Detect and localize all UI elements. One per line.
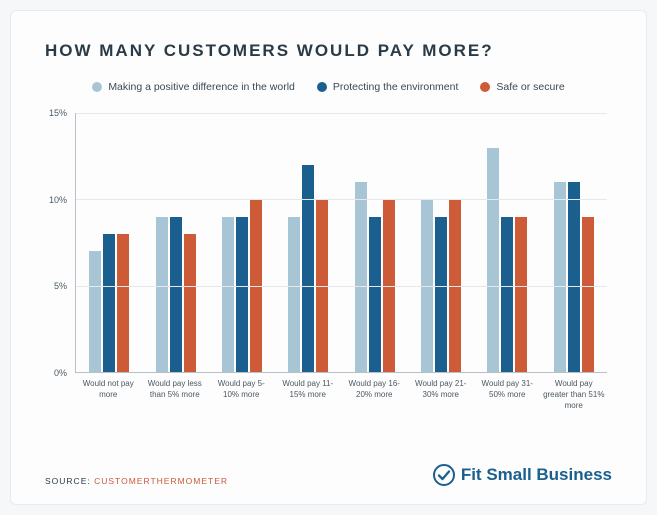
bar bbox=[582, 217, 594, 372]
legend-item: Safe or secure bbox=[480, 81, 564, 93]
bar bbox=[487, 148, 499, 372]
y-tick-label: 10% bbox=[49, 195, 67, 205]
gridline bbox=[76, 286, 607, 287]
chart-legend: Making a positive difference in the worl… bbox=[45, 81, 612, 93]
bar bbox=[184, 234, 196, 372]
gridline bbox=[76, 113, 607, 114]
x-tick-label: Would not pay more bbox=[75, 379, 142, 411]
gridline bbox=[76, 199, 607, 200]
x-tick-label: Would pay 16-20% more bbox=[341, 379, 408, 411]
legend-swatch bbox=[92, 82, 102, 92]
card-footer: SOURCE: CUSTOMERTHERMOMETER Fit Small Bu… bbox=[45, 464, 612, 486]
bar bbox=[355, 182, 367, 372]
brand-logo: Fit Small Business bbox=[433, 464, 612, 486]
y-tick-label: 0% bbox=[54, 368, 67, 378]
plot-area bbox=[75, 113, 607, 373]
x-tick-label: Would pay 5-10% more bbox=[208, 379, 275, 411]
legend-label: Making a positive difference in the worl… bbox=[108, 81, 295, 93]
bar bbox=[435, 217, 447, 372]
legend-label: Safe or secure bbox=[496, 81, 564, 93]
bar-groups bbox=[76, 113, 607, 372]
brand-name: Fit Small Business bbox=[461, 465, 612, 485]
bar bbox=[170, 217, 182, 372]
bar bbox=[501, 217, 513, 372]
bar bbox=[156, 217, 168, 372]
bar bbox=[302, 165, 314, 372]
legend-swatch bbox=[480, 82, 490, 92]
x-tick-label: Would pay greater than 51% more bbox=[541, 379, 608, 411]
source-attribution: SOURCE: CUSTOMERTHERMOMETER bbox=[45, 476, 228, 486]
bar-group bbox=[474, 113, 540, 372]
y-axis: 0%5%10%15% bbox=[45, 113, 75, 373]
bar bbox=[568, 182, 580, 372]
chart-area: 0%5%10%15% bbox=[75, 113, 607, 373]
chart-card: HOW MANY CUSTOMERS WOULD PAY MORE? Makin… bbox=[10, 10, 647, 505]
legend-swatch bbox=[317, 82, 327, 92]
x-tick-label: Would pay less than 5% more bbox=[142, 379, 209, 411]
bar-group bbox=[342, 113, 408, 372]
bar-group bbox=[275, 113, 341, 372]
bar bbox=[369, 217, 381, 372]
bar bbox=[554, 182, 566, 372]
legend-item: Making a positive difference in the worl… bbox=[92, 81, 295, 93]
bar bbox=[117, 234, 129, 372]
bar bbox=[288, 217, 300, 372]
bar bbox=[89, 251, 101, 372]
bar bbox=[222, 217, 234, 372]
bar bbox=[103, 234, 115, 372]
y-tick-label: 15% bbox=[49, 108, 67, 118]
y-tick-label: 5% bbox=[54, 281, 67, 291]
x-tick-label: Would pay 11-15% more bbox=[275, 379, 342, 411]
legend-item: Protecting the environment bbox=[317, 81, 459, 93]
bar-group bbox=[541, 113, 607, 372]
source-label: SOURCE: bbox=[45, 476, 91, 486]
bar bbox=[515, 217, 527, 372]
chart-title: HOW MANY CUSTOMERS WOULD PAY MORE? bbox=[45, 41, 612, 61]
bar-group bbox=[408, 113, 474, 372]
source-link[interactable]: CUSTOMERTHERMOMETER bbox=[94, 476, 228, 486]
legend-label: Protecting the environment bbox=[333, 81, 459, 93]
bar bbox=[236, 217, 248, 372]
brand-check-icon bbox=[433, 464, 455, 486]
x-tick-label: Would pay 21-30% more bbox=[408, 379, 475, 411]
bar-group bbox=[209, 113, 275, 372]
bar-group bbox=[142, 113, 208, 372]
x-axis-labels: Would not pay moreWould pay less than 5%… bbox=[75, 379, 607, 411]
x-tick-label: Would pay 31-50% more bbox=[474, 379, 541, 411]
bar-group bbox=[76, 113, 142, 372]
